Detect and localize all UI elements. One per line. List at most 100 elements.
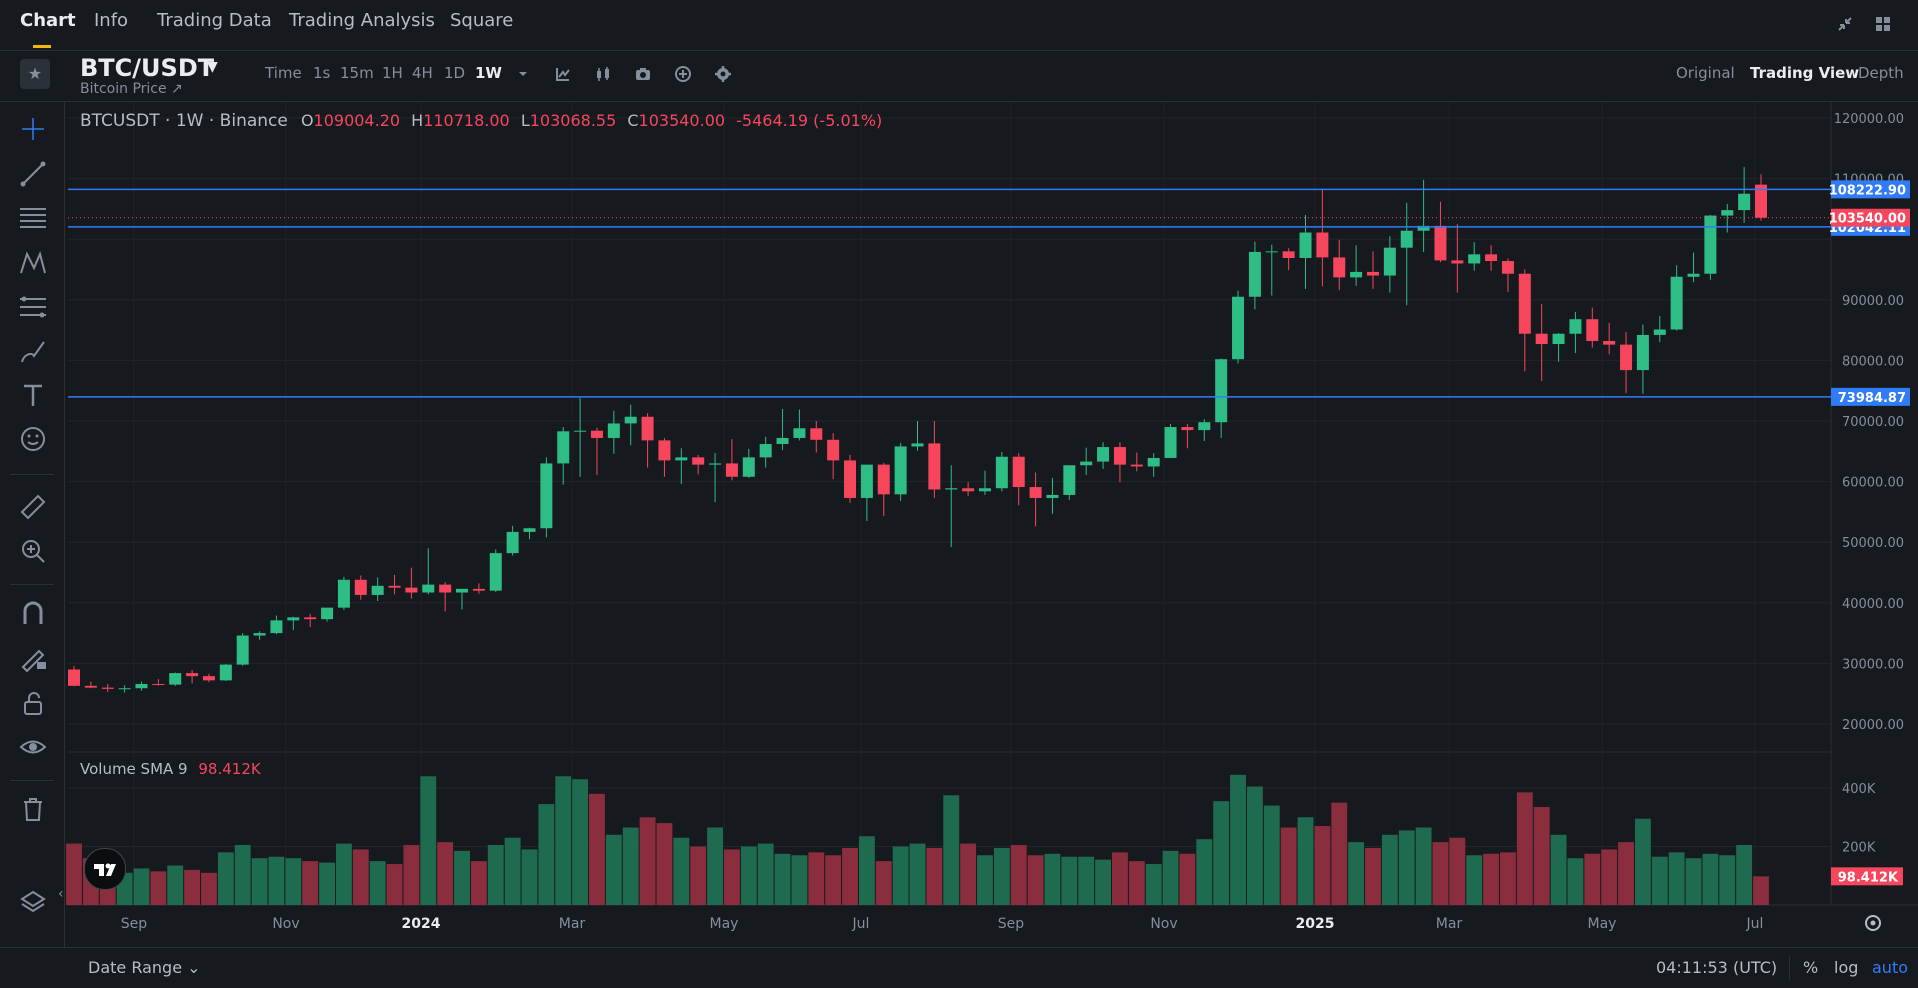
volume-bar [1196,839,1213,905]
crosshair-icon[interactable] [18,114,48,144]
volume-bar [1162,850,1179,905]
unlock-icon[interactable] [18,688,48,718]
utc-clock[interactable]: 04:11:53 (UTC) [1656,958,1778,977]
candle [810,428,823,440]
collapse-arrow-icon[interactable]: ‹ [58,886,64,902]
volume-bar [1230,774,1246,905]
candle [607,423,620,438]
candle [1704,215,1717,274]
volume-bar [1719,855,1736,905]
percent-toggle[interactable]: % [1803,958,1819,977]
layers-icon[interactable] [18,887,48,917]
price-tick-label: 50000.00 [1842,536,1904,551]
grid-layout-icon[interactable] [1872,13,1894,35]
symbol-pair[interactable]: BTC/USDT [80,54,215,82]
chart-settings-icon[interactable] [1862,912,1884,934]
volume-bar [319,862,335,905]
brush-icon[interactable] [18,336,48,366]
timeframe-15m[interactable]: 15m [340,64,374,82]
tab-trading-analysis[interactable]: Trading Analysis [289,10,435,31]
volume-bar [622,827,639,905]
chart-symbol-name[interactable]: BTCUSDT · 1W · Binance [80,111,288,131]
volume-bar [1415,827,1432,905]
horizontal-lines-icon[interactable] [18,202,48,232]
tab-square[interactable]: Square [450,10,514,31]
date-range-button[interactable]: Date Range ⌄ [88,958,201,977]
candle [287,617,300,621]
pattern-icon[interactable] [18,248,48,278]
volume-bar [572,779,589,905]
time-tick-label: Jul [1746,916,1764,932]
lock-drawing-icon[interactable] [18,642,48,673]
symbol-subtitle[interactable]: Bitcoin Price ↗ [80,81,183,97]
symbol-caret-icon[interactable]: ▼ [207,59,218,75]
camera-icon[interactable] [632,63,654,85]
volume-bar [420,776,437,905]
trash-icon[interactable] [18,794,48,824]
bottom-bar: Date Range ⌄ 04:11:53 (UTC) % log auto [0,947,1918,988]
candle [1147,457,1160,467]
high-label: H [411,111,424,130]
candle [692,457,705,465]
timeframe-1s[interactable]: 1s [313,64,331,82]
volume-bar [1078,856,1095,905]
drawing-toolbar [0,102,65,947]
candle [1636,334,1649,371]
collapse-icon[interactable] [1834,13,1856,35]
settings-icon[interactable] [712,63,734,85]
volume-bar [825,855,842,905]
volume-bar [335,843,352,905]
indicator-icon[interactable] [552,63,574,85]
view-trading-view[interactable]: Trading View [1750,64,1860,82]
timeframe-1h[interactable]: 1H [382,64,403,82]
timeframe-4h[interactable]: 4H [412,64,433,82]
timeframe-1d[interactable]: 1D [444,64,466,82]
volume-bar [858,836,875,905]
text-icon[interactable] [18,380,48,410]
candle [590,430,603,438]
price-tag-label: 102042.11 [1829,221,1906,236]
time-tick-label: May [710,916,739,932]
volume-bar [723,849,740,905]
volume-label[interactable]: Volume SMA 9 [80,760,188,778]
ruler-icon[interactable] [18,492,48,522]
candle [236,635,249,665]
tab-chart[interactable]: Chart [20,10,76,31]
volume-bar [454,850,470,905]
candle [995,456,1008,489]
time-tick-label: 2024 [402,916,441,932]
timeframe-1w[interactable]: 1W [475,64,502,82]
candle [270,620,283,634]
view-original[interactable]: Original [1676,64,1735,82]
view-depth[interactable]: Depth [1858,64,1904,82]
tab-info[interactable]: Info [94,10,129,31]
tab-trading-data[interactable]: Trading Data [157,10,272,31]
trendline-icon[interactable] [18,159,48,189]
volume-bar [1280,827,1297,905]
log-toggle[interactable]: log [1834,958,1859,977]
price-tag-label: 73984.87 [1838,391,1906,406]
candle [135,684,148,689]
zoom-in-icon[interactable] [18,536,48,566]
timeframe-time[interactable]: Time [265,64,302,82]
candle [1080,461,1093,466]
eye-icon[interactable] [18,732,48,762]
auto-toggle[interactable]: auto [1872,958,1909,977]
emoji-icon[interactable] [18,424,48,454]
volume-bar [1500,852,1516,905]
add-icon[interactable] [672,63,694,85]
fib-icon[interactable] [18,292,48,322]
volume-legend: Volume SMA 9 98.412K [80,760,261,778]
candle [489,553,502,591]
tradingview-logo[interactable] [84,848,126,890]
candle-type-icon[interactable] [592,63,614,85]
volume-tag-label: 98.412K [1838,870,1899,885]
price-tick-label: 20000.00 [1842,718,1904,733]
star-icon[interactable]: ★ [20,59,50,89]
caret-down-icon[interactable] [512,63,534,85]
candle [1721,210,1734,216]
candle [1434,225,1447,261]
candle [641,416,654,441]
magnet-icon[interactable] [18,598,48,628]
